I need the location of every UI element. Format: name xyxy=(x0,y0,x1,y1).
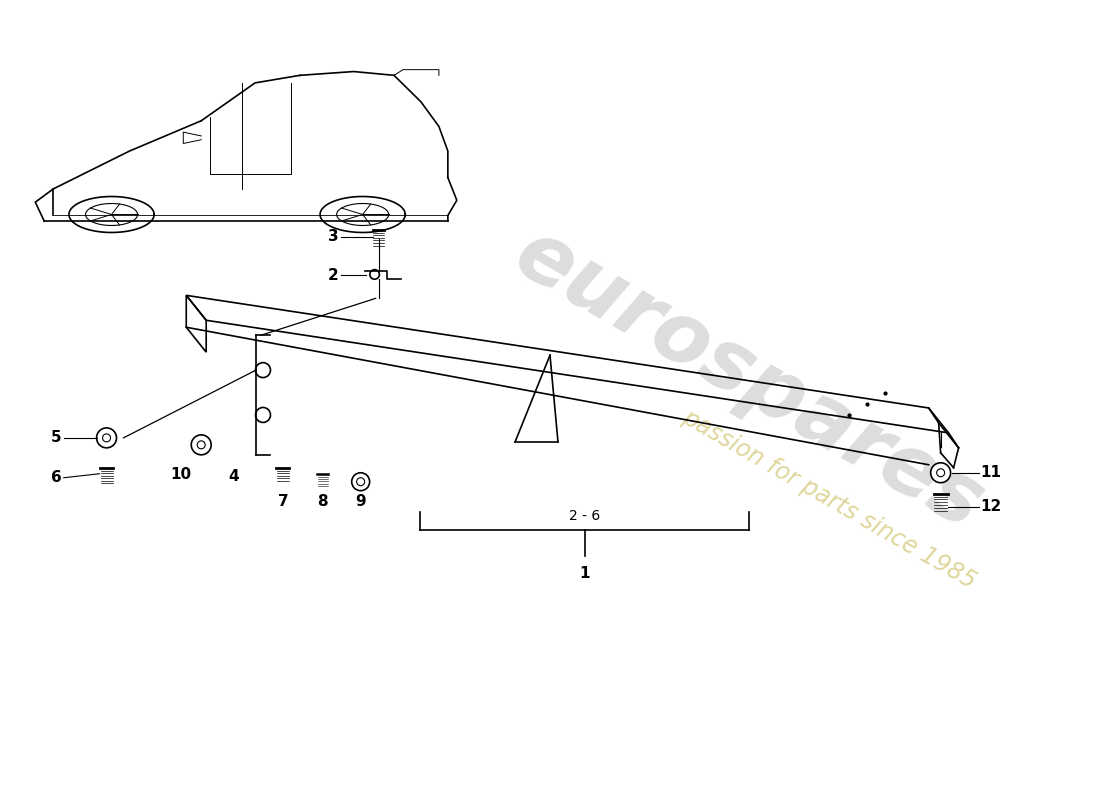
Circle shape xyxy=(191,435,211,455)
Text: 9: 9 xyxy=(355,494,366,509)
Text: 10: 10 xyxy=(170,467,191,482)
Circle shape xyxy=(255,407,271,422)
Circle shape xyxy=(370,270,379,279)
Text: 12: 12 xyxy=(980,499,1002,514)
Text: eurospares: eurospares xyxy=(500,214,998,547)
Text: 5: 5 xyxy=(51,430,62,446)
Circle shape xyxy=(97,428,117,448)
Text: 2: 2 xyxy=(328,268,339,283)
Text: 3: 3 xyxy=(328,229,339,244)
Circle shape xyxy=(255,362,271,378)
Circle shape xyxy=(352,473,370,490)
Text: 2 - 6: 2 - 6 xyxy=(570,509,601,522)
Text: passion for parts since 1985: passion for parts since 1985 xyxy=(678,406,980,594)
Text: 4: 4 xyxy=(229,470,239,484)
Text: 6: 6 xyxy=(51,470,62,486)
Text: 1: 1 xyxy=(580,566,590,581)
Text: 7: 7 xyxy=(277,494,288,509)
Text: 8: 8 xyxy=(318,494,328,509)
Text: 11: 11 xyxy=(980,466,1001,480)
Circle shape xyxy=(931,462,950,482)
